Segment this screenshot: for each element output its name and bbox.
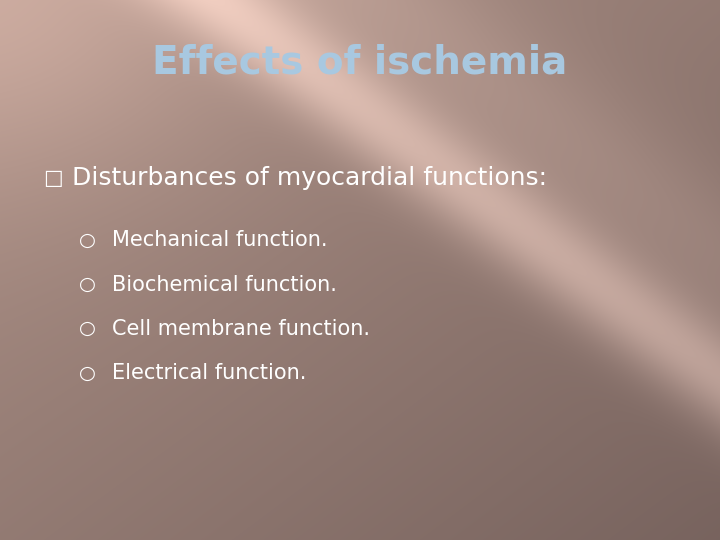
Text: □: □ [43, 168, 63, 188]
Text: Mechanical function.: Mechanical function. [112, 230, 327, 251]
Text: Effects of ischemia: Effects of ischemia [153, 43, 567, 81]
Text: ○: ○ [79, 363, 96, 383]
Text: Electrical function.: Electrical function. [112, 363, 306, 383]
Text: Biochemical function.: Biochemical function. [112, 274, 336, 295]
Text: ○: ○ [79, 231, 96, 250]
Text: Cell membrane function.: Cell membrane function. [112, 319, 369, 339]
Text: Disturbances of myocardial functions:: Disturbances of myocardial functions: [72, 166, 547, 190]
Text: ○: ○ [79, 319, 96, 339]
Text: ○: ○ [79, 275, 96, 294]
